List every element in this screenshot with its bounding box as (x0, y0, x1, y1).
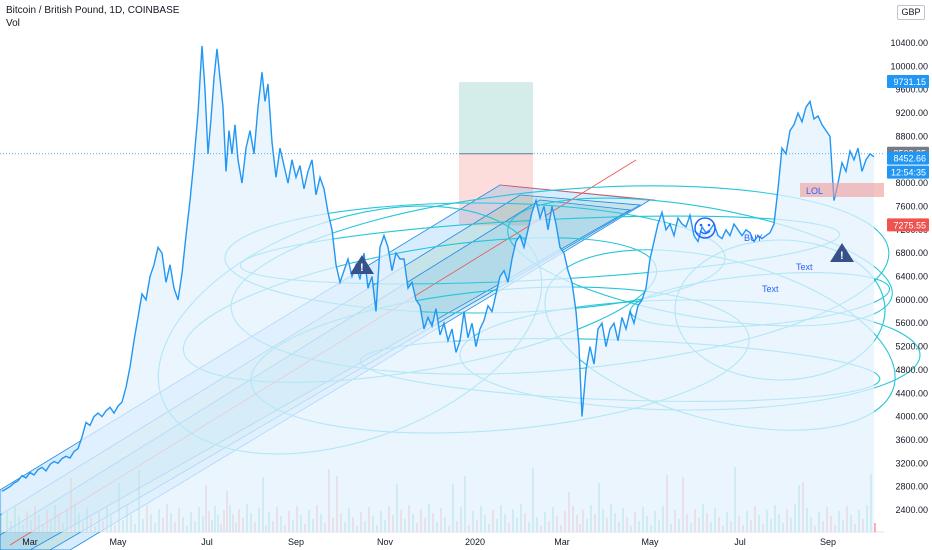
price-tag-label: 12:54:35 (891, 168, 926, 178)
y-tick-label: 5600.00 (895, 318, 928, 328)
price-area (2, 45, 874, 533)
y-tick-label: 4400.00 (895, 388, 928, 398)
chart-header: Bitcoin / British Pound, 1D, COINBASE Vo… (6, 4, 179, 30)
smiley-eye (699, 223, 703, 227)
price-tag-label: 8452.66 (893, 154, 926, 164)
smiley-mouth (699, 230, 711, 235)
pitchfork-handle (499, 184, 656, 201)
volume-label[interactable]: Vol (6, 18, 20, 29)
x-tick-label: Nov (377, 537, 394, 547)
lol-label: LOL (800, 183, 884, 197)
y-tick-label: 4800.00 (895, 365, 928, 375)
price-tag: 7275.55 (887, 218, 929, 232)
price-tag-label: 9731.15 (893, 77, 926, 87)
y-tick-label: 6000.00 (895, 295, 928, 305)
price-tag-box (887, 165, 929, 179)
y-tick-label: 5200.00 (895, 342, 928, 352)
annotation-text: Text (796, 262, 813, 272)
x-tick-label: Mar (554, 537, 570, 547)
price-axis (884, 0, 932, 550)
y-tick-label: 6800.00 (895, 248, 928, 258)
smiley-face (694, 217, 716, 239)
y-tick-label: 3200.00 (895, 458, 928, 468)
warning-icon (830, 243, 854, 262)
y-tick-label: 9600.00 (895, 85, 928, 95)
warning-mark: ! (840, 250, 844, 262)
y-tick-label: 2400.00 (895, 505, 928, 515)
smiley-icon (694, 217, 716, 239)
smiley-eye (707, 223, 711, 227)
price-tag-box (887, 151, 929, 165)
x-tick-label: Mar (22, 537, 38, 547)
price-line (1, 45, 875, 492)
y-tick-label: 8800.00 (895, 131, 928, 141)
warning-icon: ! (830, 243, 854, 262)
lol-text: LOL (806, 186, 823, 196)
warning-icon (350, 255, 374, 274)
price-tag-box (887, 75, 929, 89)
x-tick-label: Sep (288, 537, 304, 547)
x-tick-label: Jul (734, 537, 746, 547)
annotation-text: Text (762, 284, 779, 294)
lol-box (800, 183, 884, 197)
x-tick-label: Sep (820, 537, 836, 547)
y-tick-label: 3600.00 (895, 435, 928, 445)
price-tag: 9731.15 (887, 75, 929, 89)
long-target-zone (459, 82, 533, 154)
y-tick-label: 6400.00 (895, 272, 928, 282)
warning-mark: ! (360, 262, 364, 274)
y-tick-label: 10000.00 (890, 61, 928, 71)
currency-button[interactable]: GBP (897, 5, 925, 20)
x-tick-label: May (641, 537, 659, 547)
annotation-text: BUY (744, 233, 763, 243)
warning-icon: ! (350, 255, 374, 274)
price-tag: 12:54:35 (887, 165, 929, 179)
y-tick-label: 9200.00 (895, 108, 928, 118)
y-tick-label: 7600.00 (895, 201, 928, 211)
x-tick-label: 2020 (465, 537, 485, 547)
x-tick-label: May (109, 537, 127, 547)
volume-bar (874, 523, 876, 532)
y-tick-label: 2800.00 (895, 482, 928, 492)
x-tick-label: Jul (201, 537, 213, 547)
price-tag-label: 7275.55 (893, 220, 926, 230)
price-tag-box (887, 218, 929, 232)
y-tick-label: 10400.00 (890, 38, 928, 48)
symbol-title[interactable]: Bitcoin / British Pound, 1D, COINBASE (6, 5, 180, 16)
y-tick-label: 4000.00 (895, 412, 928, 422)
price-tag: 8452.66 (887, 151, 929, 165)
y-tick-label: 8000.00 (895, 178, 928, 188)
